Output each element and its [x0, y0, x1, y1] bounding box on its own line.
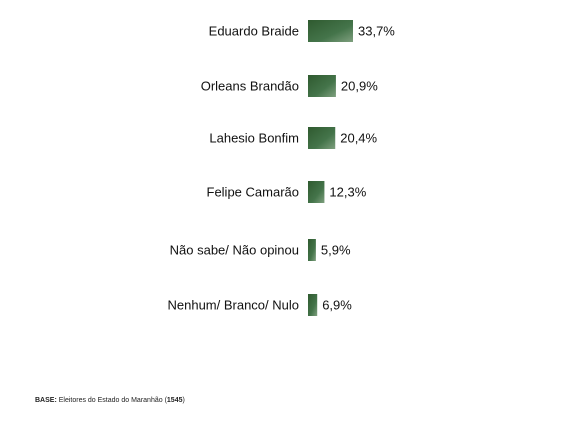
- bar-2: [308, 75, 336, 97]
- category-label-4: Felipe Camarão: [207, 185, 300, 200]
- category-label-2: Orleans Brandão: [201, 79, 299, 94]
- category-label-6: Nenhum/ Branco/ Nulo: [167, 298, 299, 313]
- base-count: 1545: [166, 397, 183, 404]
- category-labels: Eduardo Braide Orleans Brandão Lahesio Bon…: [167, 24, 299, 313]
- base-prefix: BASE:: [35, 397, 57, 404]
- value-label-4: 12,3%: [329, 185, 366, 200]
- value-label-5: 5,9%: [321, 243, 351, 258]
- category-label-5: Não sabe/ Não opinou: [170, 243, 299, 258]
- bar-6: [308, 294, 318, 316]
- bar-3: [308, 127, 336, 149]
- bar-4: [308, 181, 325, 203]
- base-text: Eleitores do Estado do Maranhão (: [56, 397, 167, 404]
- category-label-1: Eduardo Braide: [209, 24, 299, 39]
- value-label-2: 20,9%: [341, 79, 378, 94]
- base-suffix: ): [182, 397, 185, 404]
- category-label-3: Lahesio Bonfim: [209, 131, 299, 146]
- base-footnote: BASE: Eleitores do Estado do Maranhão (1…: [35, 397, 185, 404]
- bars-group: [308, 20, 353, 316]
- value-label-3: 20,4%: [340, 131, 377, 146]
- bar-1: [308, 20, 353, 42]
- value-labels: 33,7% 20,9% 20,4% 12,3% 5,9% 6,9%: [321, 24, 395, 313]
- bar-5: [308, 239, 316, 261]
- value-label-6: 6,9%: [322, 298, 352, 313]
- value-label-1: 33,7%: [358, 24, 395, 39]
